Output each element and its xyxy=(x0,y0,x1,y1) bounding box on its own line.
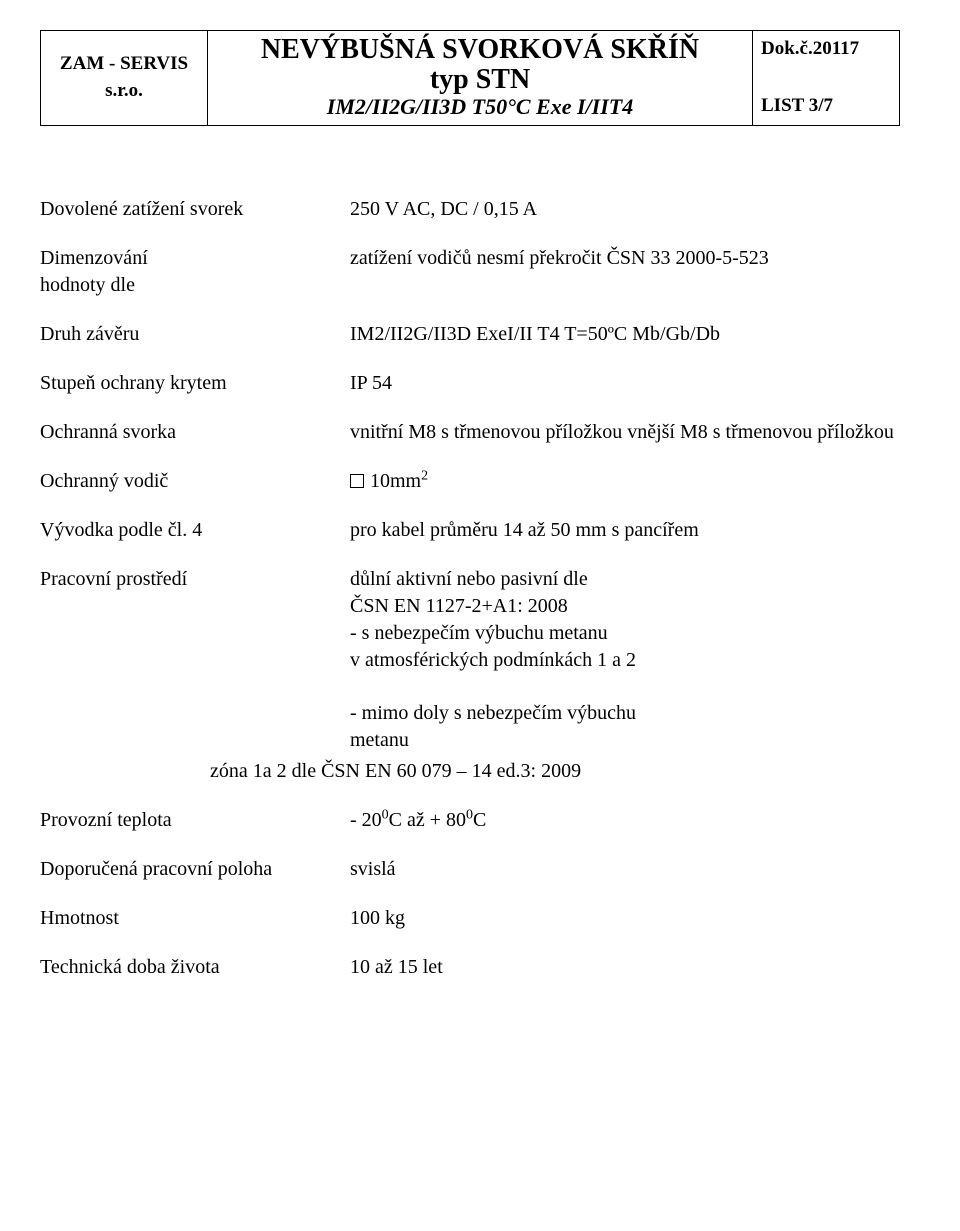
value-position: svislá xyxy=(350,856,900,883)
label-closure: Druh závěru xyxy=(40,321,350,348)
env-zone-line: zóna 1a 2 dle ČSN EN 60 079 – 14 ed.3: 2… xyxy=(210,758,900,785)
label-environment: Pracovní prostředí xyxy=(40,566,350,593)
env-line-2: ČSN EN 1127-2+A1: 2008 xyxy=(350,593,900,620)
label-dim-2: hodnoty dle xyxy=(40,272,350,299)
label-load: Dovolené zatížení svorek xyxy=(40,196,350,223)
value-environment: důlní aktivní nebo pasivní dle ČSN EN 11… xyxy=(350,566,900,754)
value-dimensioning: zatížení vodičů nesmí překročit ČSN 33 2… xyxy=(350,245,900,272)
header-table: ZAM - SERVIS s.r.o. NEVÝBUŠNÁ SVORKOVÁ S… xyxy=(40,30,900,126)
header-docinfo-cell: Dok.č.20117 LIST 3/7 xyxy=(753,31,900,126)
label-ip: Stupeň ochrany krytem xyxy=(40,370,350,397)
row-terminal: Ochranná svorka vnitřní M8 s třmenovou p… xyxy=(40,419,900,446)
title-line3: IM2/II2G/II3D T50°C Exe I/IIT4 xyxy=(216,94,744,120)
row-load: Dovolené zatížení svorek 250 V AC, DC / … xyxy=(40,196,900,223)
value-terminal: vnitřní M8 s třmenovou příložkou vnější … xyxy=(350,419,900,446)
header-company-cell: ZAM - SERVIS s.r.o. xyxy=(41,31,208,126)
label-dimensioning: Dimenzování hodnoty dle xyxy=(40,245,350,299)
temp-mid: C až + 80 xyxy=(389,809,466,831)
env-mimo-block: - mimo doly s nebezpečím výbuchu metanu xyxy=(350,700,900,754)
value-terminal-1: vnitřní M8 s třmenovou příložkou xyxy=(350,421,622,443)
conductor-num: 10mm xyxy=(370,470,421,492)
value-gland-2: pancířem xyxy=(624,519,698,541)
value-life: 10 až 15 let xyxy=(350,954,900,981)
header-title-cell: NEVÝBUŠNÁ SVORKOVÁ SKŘÍŇ typ STN IM2/II2… xyxy=(208,31,753,126)
value-closure: IM2/II2G/II3D ExeI/II T4 T=50ºC Mb/Gb/Db xyxy=(350,321,900,348)
row-dimensioning: Dimenzování hodnoty dle zatížení vodičů … xyxy=(40,245,900,299)
label-temperature: Provozní teplota xyxy=(40,807,350,834)
value-ip: IP 54 xyxy=(350,370,900,397)
value-dim-1: zatížení vodičů nesmí překročit xyxy=(350,247,602,269)
label-mass: Hmotnost xyxy=(40,905,350,932)
value-load: 250 V AC, DC / 0,15 A xyxy=(350,196,900,223)
row-gland: Vývodka podle čl. 4 pro kabel průměru 14… xyxy=(40,517,900,544)
title-line2: typ STN xyxy=(216,65,744,94)
label-conductor: Ochranný vodič xyxy=(40,468,350,495)
row-environment: Pracovní prostředí důlní aktivní nebo pa… xyxy=(40,566,900,754)
env-line-5: - mimo doly s nebezpečím výbuchu xyxy=(350,700,900,727)
env-line-4: v atmosférických podmínkách 1 a 2 xyxy=(350,647,900,674)
value-dim-2: ČSN 33 2000-5-523 xyxy=(607,247,769,269)
row-temperature: Provozní teplota - 200C až + 800C xyxy=(40,807,900,834)
value-gland-1: pro kabel průměru 14 až 50 mm s xyxy=(350,519,619,541)
checkbox-icon xyxy=(350,474,364,488)
row-conductor: Ochranný vodič 10mm2 xyxy=(40,468,900,495)
env-line-1: důlní aktivní nebo pasivní dle xyxy=(350,566,900,593)
value-gland: pro kabel průměru 14 až 50 mm s pancířem xyxy=(350,517,900,544)
label-dim-1: Dimenzování xyxy=(40,245,350,272)
page: ZAM - SERVIS s.r.o. NEVÝBUŠNÁ SVORKOVÁ S… xyxy=(0,0,960,1231)
label-gland: Vývodka podle čl. 4 xyxy=(40,517,350,544)
label-life: Technická doba života xyxy=(40,954,350,981)
value-mass: 100 kg xyxy=(350,905,900,932)
temp-prefix: - 20 xyxy=(350,809,382,831)
label-position: Doporučená pracovní poloha xyxy=(40,856,350,883)
value-temperature: - 200C až + 800C xyxy=(350,807,900,834)
temp-suffix: C xyxy=(473,809,486,831)
row-ip: Stupeň ochrany krytem IP 54 xyxy=(40,370,900,397)
value-conductor: 10mm2 xyxy=(350,468,900,495)
temp-exp1: 0 xyxy=(382,807,389,822)
row-life: Technická doba života 10 až 15 let xyxy=(40,954,900,981)
conductor-exp: 2 xyxy=(421,468,428,483)
row-closure: Druh závěru IM2/II2G/II3D ExeI/II T4 T=5… xyxy=(40,321,900,348)
row-position: Doporučená pracovní poloha svislá xyxy=(40,856,900,883)
env-line-6: metanu xyxy=(350,727,900,754)
title-line1: NEVÝBUŠNÁ SVORKOVÁ SKŘÍŇ xyxy=(216,35,744,64)
label-terminal: Ochranná svorka xyxy=(40,419,350,446)
company-name: ZAM - SERVIS xyxy=(60,53,188,74)
temp-exp2: 0 xyxy=(466,807,473,822)
value-terminal-2: vnější M8 s třmenovou příložkou xyxy=(627,421,894,443)
page-indicator: LIST 3/7 xyxy=(761,92,891,121)
doc-number: Dok.č.20117 xyxy=(761,35,891,64)
env-line-3: - s nebezpečím výbuchu metanu xyxy=(350,620,900,647)
company-form: s.r.o. xyxy=(105,80,143,101)
row-mass: Hmotnost 100 kg xyxy=(40,905,900,932)
